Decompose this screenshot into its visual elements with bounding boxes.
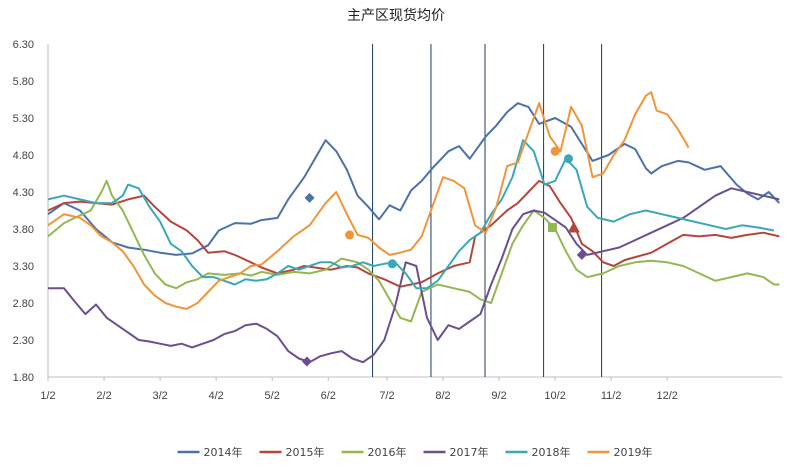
y-tick-label: 6.30 bbox=[13, 39, 34, 51]
axes-layer: 1.80 2.30 2.80 3.30 3.80 4.30 4.80 5.30 5.80 6.30… bbox=[13, 39, 782, 402]
chart-title: 主产区现货均价 bbox=[347, 7, 445, 24]
y-tick-label: 4.80 bbox=[13, 150, 34, 162]
y-tick-label: 1.80 bbox=[13, 372, 34, 384]
x-tick-label: 11/2 bbox=[601, 390, 622, 402]
y-tick-label: 2.80 bbox=[13, 298, 34, 310]
legend[interactable]: 2014年 2015年 2016年 2017年 2018年 2019年 bbox=[177, 445, 653, 459]
legend-label: 2017年 bbox=[450, 445, 489, 459]
series-marker-5-b bbox=[550, 146, 560, 156]
series-line-5 bbox=[47, 91, 690, 310]
y-tick-label: 5.30 bbox=[13, 113, 34, 125]
series-marker-4 bbox=[563, 154, 573, 164]
legend-item-5[interactable]: 2019年 bbox=[587, 445, 653, 459]
series-marker-1 bbox=[567, 221, 580, 233]
series-marker-3 bbox=[301, 356, 312, 367]
y-tick-label: 5.80 bbox=[13, 76, 34, 88]
legend-item-2[interactable]: 2016年 bbox=[341, 445, 407, 459]
legend-label: 2018年 bbox=[532, 445, 571, 459]
series-marker-5 bbox=[345, 230, 355, 240]
series-marker-0 bbox=[304, 192, 315, 203]
vertical-marker-lines bbox=[372, 44, 603, 377]
series-marker-2 bbox=[547, 223, 557, 233]
legend-label: 2015年 bbox=[286, 445, 325, 459]
x-tick-label: 1/2 bbox=[40, 390, 55, 402]
x-tick-label: 7/2 bbox=[379, 390, 394, 402]
series-line-1 bbox=[47, 179, 780, 288]
legend-item-4[interactable]: 2018年 bbox=[505, 445, 571, 459]
series-marker-3-b bbox=[576, 249, 587, 260]
x-tick-label: 5/2 bbox=[265, 390, 280, 402]
legend-item-3[interactable]: 2017年 bbox=[423, 445, 489, 459]
legend-item-1[interactable]: 2015年 bbox=[259, 445, 325, 459]
y-tick-label: 3.80 bbox=[13, 224, 34, 236]
legend-label: 2016年 bbox=[368, 445, 407, 459]
series-line-3 bbox=[48, 187, 780, 364]
y-tick-label: 3.30 bbox=[13, 261, 34, 273]
x-tick-label: 3/2 bbox=[152, 390, 167, 402]
series-line-4 bbox=[47, 139, 775, 290]
x-tick-label: 10/2 bbox=[544, 390, 565, 402]
x-tick-label: 12/2 bbox=[657, 390, 678, 402]
y-tick-label: 4.30 bbox=[13, 187, 34, 199]
legend-label: 2019年 bbox=[614, 445, 653, 459]
series-line-0 bbox=[47, 102, 781, 256]
x-tick-label: 9/2 bbox=[491, 390, 506, 402]
x-tick-label: 6/2 bbox=[321, 390, 336, 402]
x-tick-label: 8/2 bbox=[435, 390, 450, 402]
legend-item-0[interactable]: 2014年 bbox=[177, 445, 243, 459]
x-tick-label: 2/2 bbox=[96, 390, 111, 402]
x-tick-label: 4/2 bbox=[209, 390, 224, 402]
series-line-2 bbox=[47, 179, 780, 323]
series-layer bbox=[47, 91, 781, 367]
legend-label: 2014年 bbox=[204, 445, 243, 459]
series-marker-4-b bbox=[387, 259, 397, 269]
y-tick-label: 2.30 bbox=[13, 335, 34, 347]
